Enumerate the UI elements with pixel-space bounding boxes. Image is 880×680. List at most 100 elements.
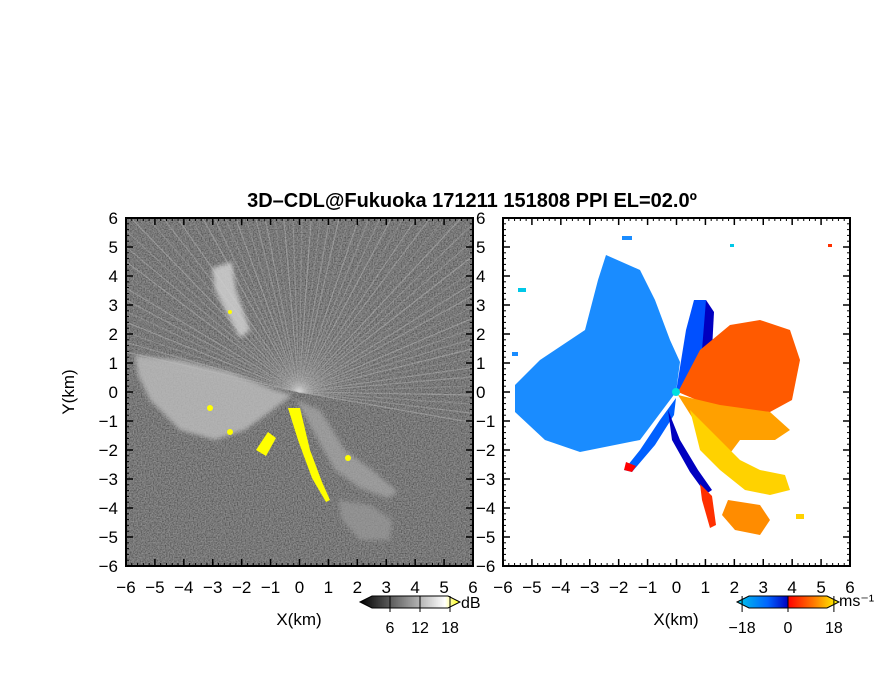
fan-ray (298, 347, 473, 393)
fan-ray (298, 218, 393, 393)
fan-ray (298, 218, 405, 393)
fan-ray (126, 310, 300, 393)
x-tick-label: 2 (353, 578, 362, 597)
y-tick-label: 5 (476, 238, 485, 257)
fan-ray (131, 218, 300, 393)
fan-ray (298, 328, 473, 393)
fan-ray (298, 385, 473, 393)
fan-ray (298, 218, 312, 393)
fan-ray (298, 391, 473, 396)
x-tick-label: −4 (174, 578, 193, 597)
x-tick-label: 4 (787, 578, 796, 597)
reflectivity-fan (126, 218, 473, 424)
fan-ray (126, 246, 300, 393)
radar-origin (672, 388, 680, 396)
fan-ray (298, 218, 303, 393)
reflectivity-colorbar-ticks: 6 12 18 (386, 596, 459, 637)
fan-ray (298, 218, 340, 393)
y-tick-label: −1 (99, 412, 118, 431)
x-tick-label: 5 (439, 578, 448, 597)
reflectivity-x-tick-labels: −6 −5 −4 −3 −2 −1 0 1 2 3 4 5 6 (116, 578, 477, 597)
fan-ray (298, 218, 321, 393)
colorbar-tick-label: 12 (411, 620, 429, 637)
x-tick-label: 0 (672, 578, 681, 597)
y-tick-label: −6 (99, 557, 118, 576)
velocity-colorbar: −18 0 18 ms⁻¹ (729, 593, 875, 637)
y-tick-label: −6 (476, 557, 495, 576)
reflectivity-x-axis-label: X(km) (276, 610, 321, 629)
core-spot (228, 310, 232, 314)
y-tick-label: −5 (476, 528, 495, 547)
colorbar-tick-label: 18 (441, 620, 459, 637)
colorbar-tick-label: −18 (729, 620, 756, 637)
y-tick-label: 3 (109, 296, 118, 315)
x-tick-label: −1 (638, 578, 657, 597)
southeast-echo (338, 500, 392, 540)
east-fragment (796, 514, 804, 519)
y-tick-label: 0 (109, 383, 118, 402)
fan-ray (213, 218, 300, 393)
fan-ray (126, 274, 300, 393)
south-receding-arm (668, 410, 712, 494)
y-tick-label: 4 (109, 267, 118, 286)
fan-ray (298, 366, 473, 393)
fan-ray (298, 224, 473, 393)
northwest-fragment (622, 236, 632, 240)
receding-far-south-region (722, 500, 770, 535)
core-spot (345, 455, 351, 461)
south-core-strip (288, 408, 330, 502)
reflectivity-ticks (125, 217, 474, 567)
y-tick-label: 1 (109, 354, 118, 373)
y-tick-label: −2 (476, 441, 495, 460)
fan-ray (298, 357, 473, 393)
velocity-colorbar-unit: ms⁻¹ (839, 593, 874, 610)
core-spot (207, 405, 213, 411)
fan-ray (298, 269, 473, 393)
fan-ray (126, 260, 300, 393)
fan-ray (126, 341, 300, 393)
y-tick-label: 1 (476, 354, 485, 373)
velocity-y-tick-labels: 6 5 4 3 2 1 0 −1 −2 −3 −4 −5 −6 (476, 209, 495, 576)
y-tick-label: −5 (99, 528, 118, 547)
x-tick-label: 1 (324, 578, 333, 597)
x-tick-label: −2 (609, 578, 628, 597)
far-west-fragment (512, 352, 518, 356)
fan-ray (146, 218, 300, 393)
velocity-echoes (512, 236, 832, 535)
west-echo-band (135, 355, 292, 440)
fan-ray (264, 218, 300, 393)
fan-ray (292, 218, 300, 393)
fan-ray (298, 317, 473, 393)
fan-ray (298, 218, 381, 393)
figure-title: 3D–CDL@Fukuoka 171211 151808 PPI EL=02.0… (247, 190, 697, 212)
fan-ray (201, 218, 300, 393)
reflectivity-colorbar-bar (358, 595, 462, 609)
x-tick-label: 2 (730, 578, 739, 597)
x-tick-label: 1 (701, 578, 710, 597)
reflectivity-echoes (135, 262, 398, 540)
x-tick-label: 4 (410, 578, 419, 597)
x-tick-label: −4 (551, 578, 570, 597)
velocity-x-tick-labels: −6 −5 −4 −3 −2 −1 0 1 2 3 4 5 6 (493, 578, 854, 597)
approaching-west-region (515, 255, 680, 452)
north-fragment (730, 244, 734, 247)
reflectivity-colorbar: 6 12 18 dB (358, 595, 481, 637)
x-tick-label: −2 (232, 578, 251, 597)
colorbar-tick-label: 6 (386, 620, 395, 637)
fan-ray (298, 218, 418, 393)
y-tick-label: 4 (476, 267, 485, 286)
fan-ray (298, 218, 350, 393)
approaching-northwest-region (676, 300, 712, 392)
y-tick-label: 0 (476, 383, 485, 402)
y-tick-label: 6 (109, 209, 118, 228)
reflectivity-y-axis-label: Y(km) (59, 369, 78, 414)
fan-ray (298, 218, 331, 393)
fan-ray (273, 218, 300, 393)
fan-ray (298, 255, 473, 393)
colorbar-tick-label: 18 (825, 620, 843, 637)
y-tick-label: −1 (476, 412, 495, 431)
west-fragment (518, 288, 526, 292)
x-tick-label: 6 (468, 578, 477, 597)
reflectivity-y-tick-labels: 6 5 4 3 2 1 0 −1 −2 −3 −4 −5 −6 (99, 209, 118, 576)
fan-ray (283, 218, 300, 393)
